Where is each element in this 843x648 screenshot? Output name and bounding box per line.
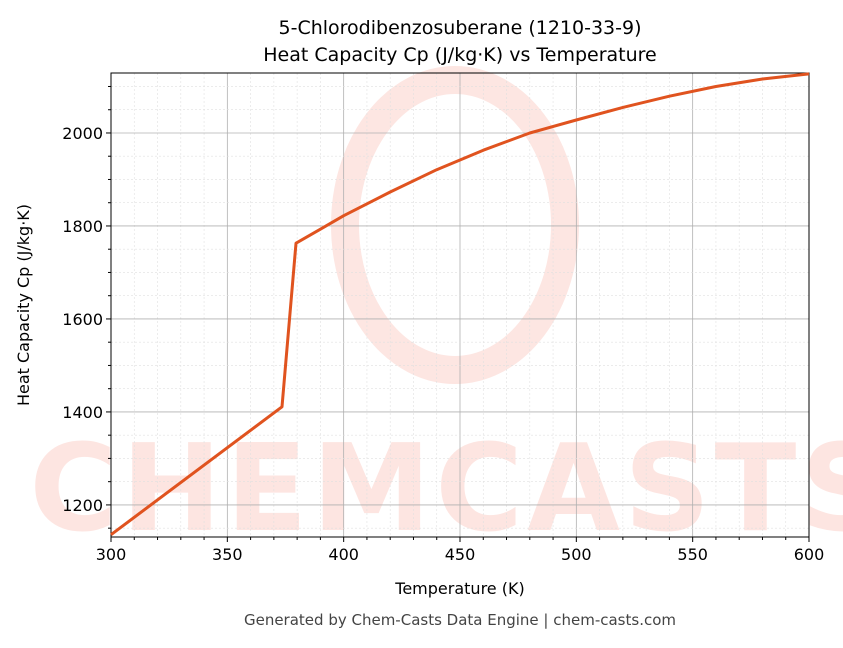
svg-text:CHEMCASTS: CHEMCASTS — [29, 420, 843, 559]
footer-credit: Generated by Chem-Casts Data Engine | ch… — [244, 611, 676, 629]
x-tick-label: 400 — [328, 545, 359, 564]
x-tick-label: 450 — [445, 545, 476, 564]
x-tick-label: 600 — [794, 545, 825, 564]
y-tick-label: 1600 — [62, 310, 103, 329]
x-tick-label: 350 — [212, 545, 243, 564]
x-tick-label: 500 — [561, 545, 592, 564]
watermark-logo: CHEMCASTS — [29, 66, 843, 559]
y-tick-label: 1800 — [62, 217, 103, 236]
y-tick-label: 2000 — [62, 124, 103, 143]
x-axis-label: Temperature (K) — [394, 579, 524, 598]
series-line — [110, 72, 810, 536]
chart-subtitle: Heat Capacity Cp (J/kg·K) vs Temperature — [263, 44, 657, 66]
x-tick-label: 550 — [677, 545, 708, 564]
x-tick-label: 300 — [96, 545, 127, 564]
y-tick-label: 1200 — [62, 496, 103, 515]
y-axis-label: Heat Capacity Cp (J/kg·K) — [14, 204, 33, 406]
y-tick-label: 1400 — [62, 403, 103, 422]
chart-title: 5-Chlorodibenzosuberane (1210-33-9) — [279, 17, 642, 39]
